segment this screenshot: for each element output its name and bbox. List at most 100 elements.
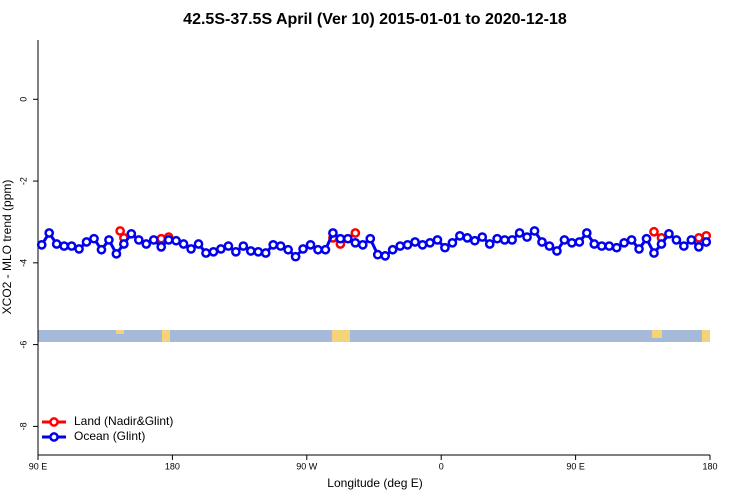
data-point xyxy=(387,244,398,255)
data-point xyxy=(589,239,600,249)
y-tick-label: -6 xyxy=(18,341,28,349)
data-point xyxy=(253,246,264,257)
data-point xyxy=(119,239,129,249)
data-point xyxy=(679,241,689,251)
data-point xyxy=(298,244,308,254)
data-point xyxy=(507,235,517,245)
data-point xyxy=(350,237,361,248)
data-point xyxy=(275,241,286,251)
data-point xyxy=(671,235,682,245)
data-point xyxy=(455,230,465,241)
data-point xyxy=(477,232,488,242)
data-point xyxy=(514,228,525,238)
data-point xyxy=(320,244,331,255)
data-point xyxy=(641,233,652,244)
data-point xyxy=(596,241,607,251)
x-axis-label: Longitude (deg E) xyxy=(327,476,422,490)
data-point xyxy=(522,232,532,242)
data-point xyxy=(260,248,271,258)
land-patch xyxy=(702,330,710,342)
data-point xyxy=(96,244,107,255)
data-point xyxy=(148,235,159,245)
legend-label: Land (Nadir&Glint) xyxy=(74,414,173,428)
data-point xyxy=(44,228,55,238)
data-point xyxy=(126,228,137,239)
data-point xyxy=(343,233,353,244)
land-patch xyxy=(162,330,170,342)
data-point xyxy=(440,242,450,253)
x-tick-label: 0 xyxy=(439,461,444,471)
data-point xyxy=(484,239,495,249)
data-point xyxy=(604,241,615,251)
data-point xyxy=(313,244,323,255)
data-point xyxy=(634,244,644,254)
data-point xyxy=(141,239,152,249)
data-point xyxy=(350,228,361,238)
x-tick-label: 90 W xyxy=(296,461,318,471)
data-point xyxy=(574,237,585,247)
land-patch xyxy=(652,330,662,338)
data-point xyxy=(462,233,473,243)
data-point xyxy=(111,248,122,259)
data-point xyxy=(89,233,99,244)
data-point xyxy=(245,246,256,256)
ocean-band xyxy=(38,330,710,342)
data-point xyxy=(649,248,659,258)
data-point xyxy=(268,239,279,250)
data-point xyxy=(186,244,196,254)
data-point xyxy=(626,235,637,245)
data-point xyxy=(328,228,338,238)
data-point xyxy=(156,242,167,252)
data-point xyxy=(410,237,420,247)
data-point xyxy=(432,235,443,245)
data-point xyxy=(537,237,547,247)
y-tick-label: -8 xyxy=(18,422,28,430)
x-tick-label: 90 E xyxy=(566,461,585,471)
legend-marker xyxy=(49,417,59,427)
data-point xyxy=(357,239,368,250)
legend-label: Ocean (Glint) xyxy=(74,429,145,443)
data-point xyxy=(447,237,458,248)
data-point xyxy=(664,228,674,239)
data-point xyxy=(611,242,622,253)
data-point xyxy=(649,226,659,237)
chart-title: 42.5S-37.5S April (Ver 10) 2015-01-01 to… xyxy=(183,11,567,28)
y-tick-label: 0 xyxy=(18,97,28,102)
data-point xyxy=(380,251,391,261)
x-tick-label: 180 xyxy=(702,461,717,471)
data-point xyxy=(290,251,301,262)
data-point xyxy=(425,237,435,248)
data-point xyxy=(335,233,346,244)
data-point xyxy=(402,239,413,250)
data-point xyxy=(499,235,510,245)
data-point xyxy=(492,233,503,244)
data-point xyxy=(201,248,211,258)
data-point xyxy=(552,246,562,256)
data-point xyxy=(231,246,241,257)
data-point xyxy=(372,249,383,260)
data-point xyxy=(156,233,167,244)
data-point xyxy=(656,239,667,249)
data-point xyxy=(74,244,84,254)
data-point xyxy=(559,235,570,245)
data-point xyxy=(395,241,405,251)
data-point xyxy=(529,226,540,236)
y-tick-label: -4 xyxy=(18,259,28,267)
land-patch xyxy=(116,330,124,334)
data-point xyxy=(693,242,704,252)
data-point xyxy=(193,239,204,249)
data-point xyxy=(66,241,77,251)
data-point xyxy=(686,235,697,245)
data-point xyxy=(238,241,249,251)
data-point xyxy=(133,235,144,245)
data-point xyxy=(51,239,62,249)
data-point xyxy=(701,237,712,247)
data-point xyxy=(581,228,592,238)
y-tick-label: -2 xyxy=(18,177,28,185)
data-point xyxy=(544,241,555,251)
data-point xyxy=(81,237,92,247)
land-mask-band xyxy=(38,330,710,342)
data-point xyxy=(163,235,174,245)
data-point xyxy=(619,237,629,248)
